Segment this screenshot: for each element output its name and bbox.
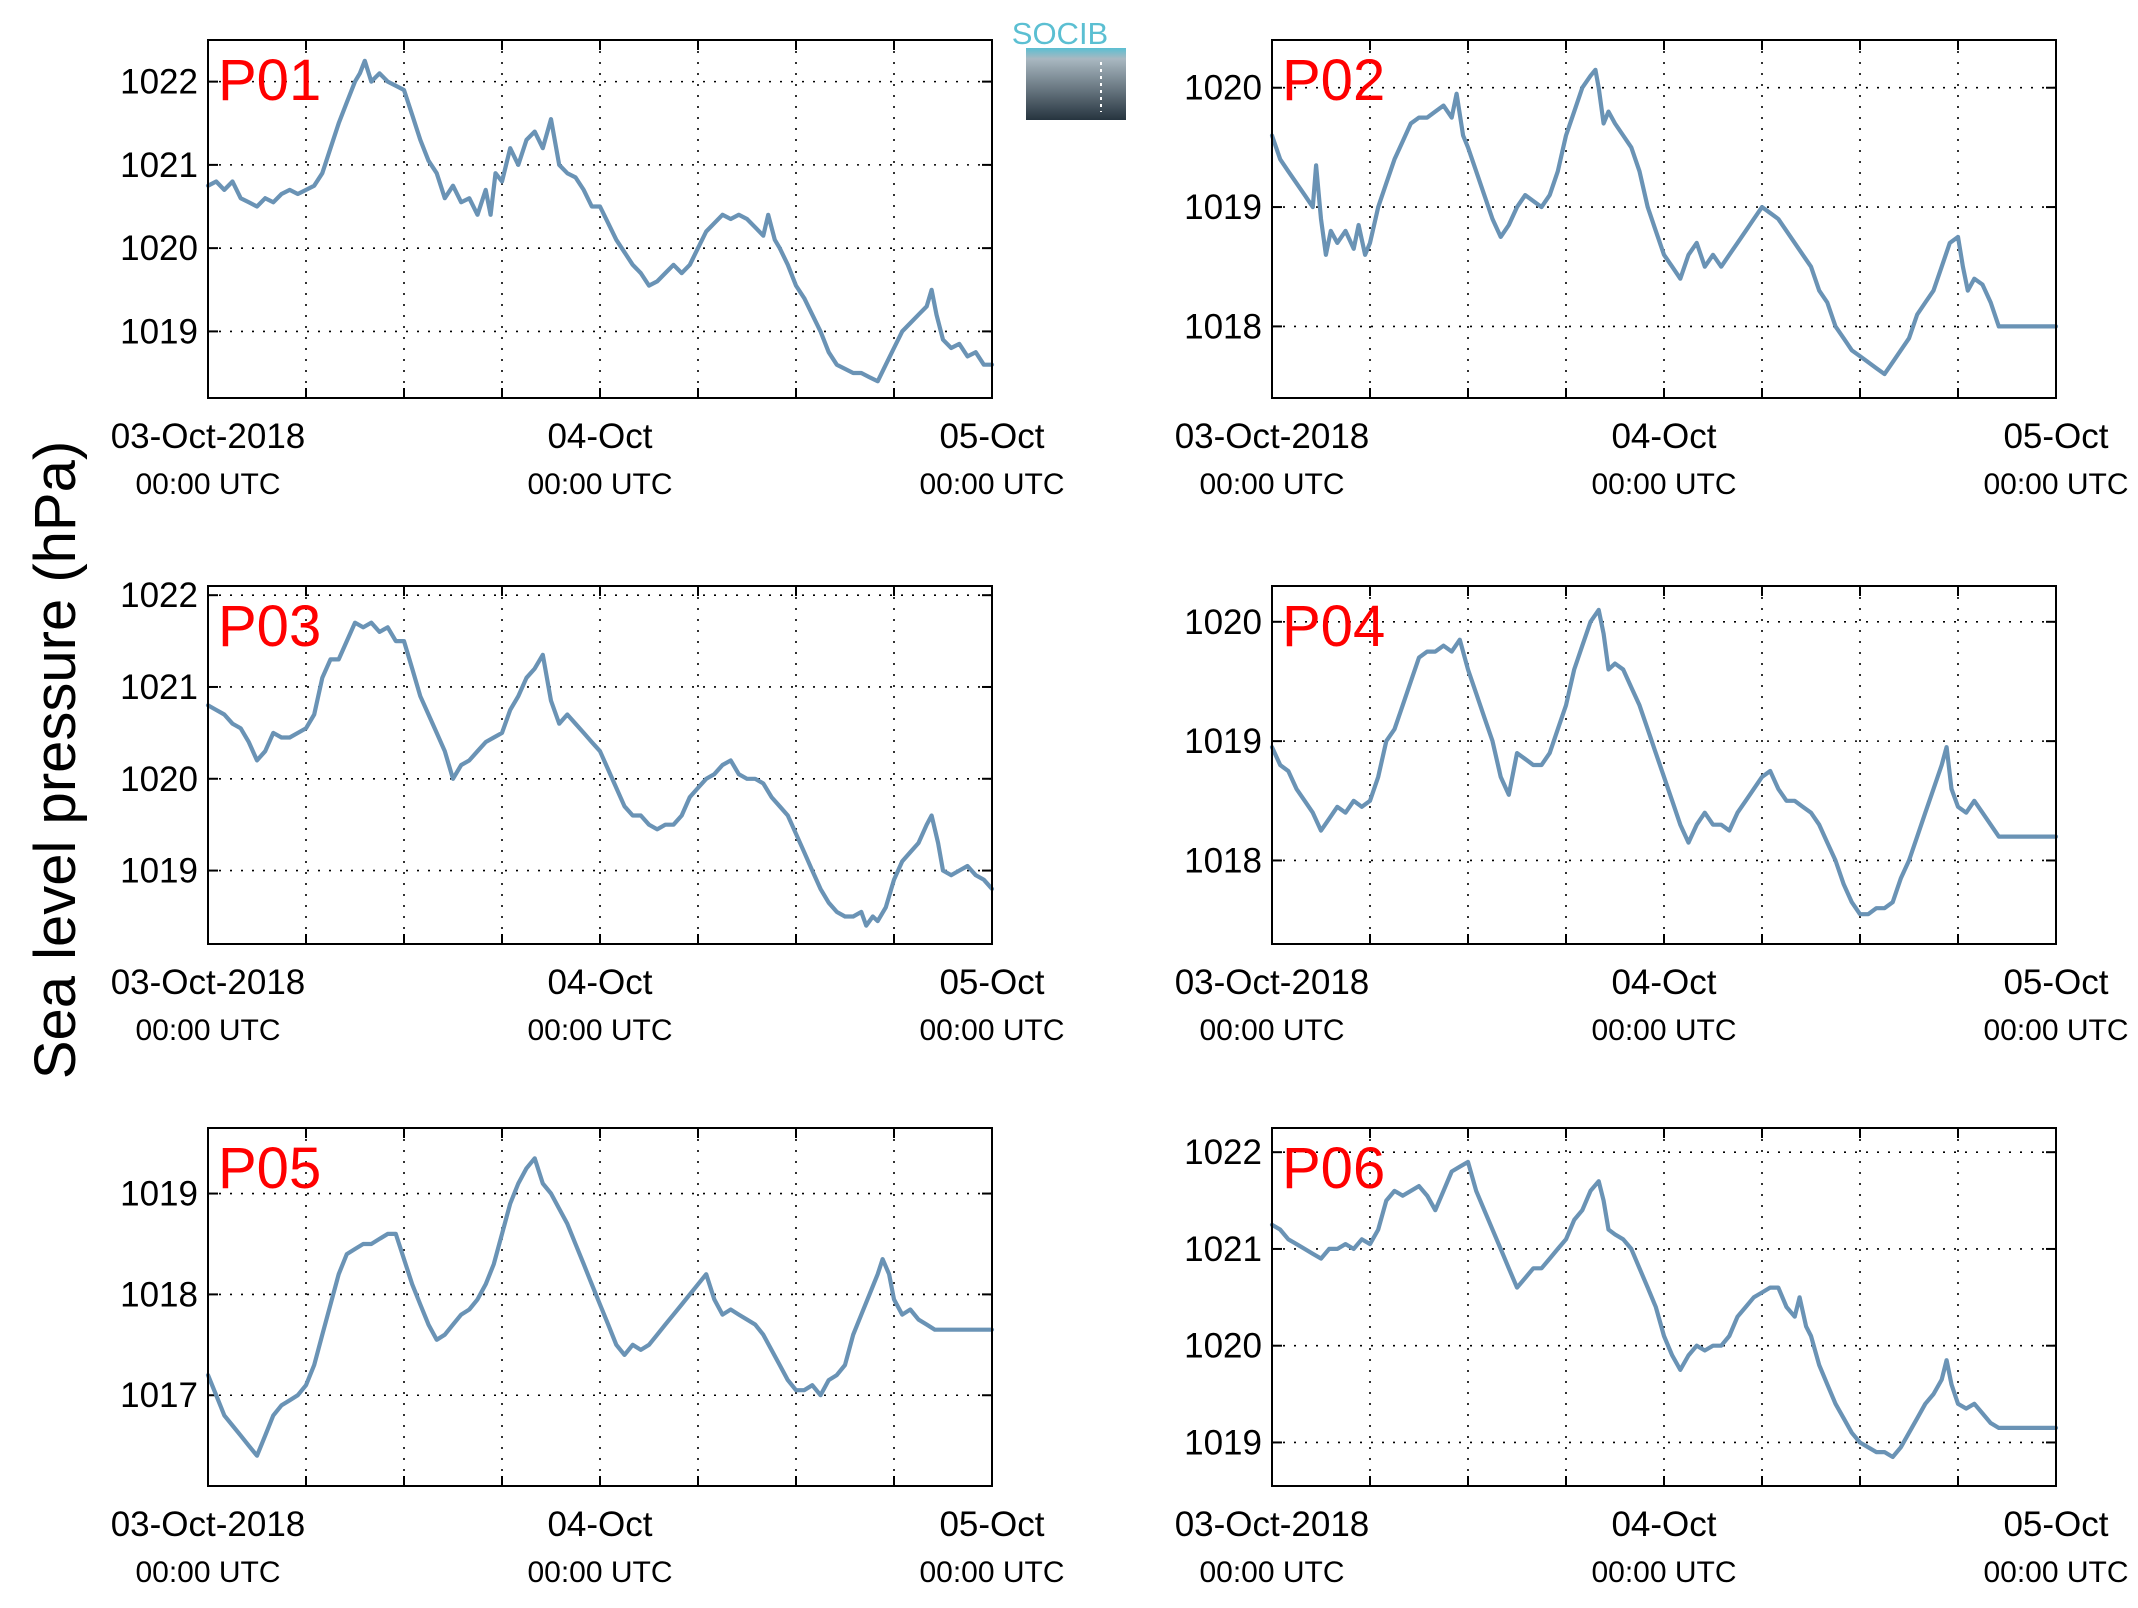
logo-block — [1026, 48, 1126, 120]
chart-panel-p06: 1019 1020 1021 1022 03-Oct-2018 00:00 UTC 04-O… — [1175, 1127, 2129, 1589]
x-tick-sublabel: 00:00 UTC — [1983, 1556, 2128, 1589]
x-tick-sublabel: 00:00 UTC — [1199, 468, 1344, 501]
x-tick-sublabel: 00:00 UTC — [919, 468, 1064, 501]
panel-label: P03 — [218, 594, 321, 659]
y-tick-label: 1019 — [1184, 1423, 1262, 1462]
y-tick-label: 1019 — [120, 852, 198, 891]
y-tick-label: 1020 — [120, 229, 198, 268]
x-tick-label: 03-Oct-2018 — [1175, 963, 1370, 1002]
logo-text: SOCIB — [1012, 16, 1108, 51]
panel-label: P01 — [218, 48, 321, 113]
x-tick-sublabel: 00:00 UTC — [1591, 1556, 1736, 1589]
x-tick-label: 05-Oct — [2003, 1505, 2108, 1544]
y-tick-label: 1021 — [1184, 1230, 1262, 1269]
x-tick-label: 05-Oct — [2003, 963, 2108, 1002]
x-tick-sublabel: 00:00 UTC — [527, 1556, 672, 1589]
series-line — [1269, 67, 2059, 377]
y-tick-label: 1018 — [1184, 841, 1262, 880]
x-tick-label: 03-Oct-2018 — [111, 417, 306, 456]
chart-panel-p01: 1019 1020 1021 1022 03-Oct-2018 00:00 UTC 04-O… — [111, 39, 1065, 501]
x-tick-label: 03-Oct-2018 — [1175, 417, 1370, 456]
y-tick-label: 1020 — [1184, 603, 1262, 642]
chart-panel-p02: 1018 1019 1020 03-Oct-2018 00:00 UTC 04-Oct 00… — [1175, 39, 2129, 501]
x-tick-label: 05-Oct — [2003, 417, 2108, 456]
x-tick-label: 04-Oct — [547, 963, 652, 1002]
series-line — [1269, 607, 2059, 917]
y-tick-label: 1018 — [120, 1275, 198, 1314]
x-tick-sublabel: 00:00 UTC — [135, 468, 280, 501]
panels-container: 1019 1020 1021 1022 03-Oct-2018 00:00 UTC 04-O… — [111, 39, 2129, 1589]
y-tick-label: 1019 — [120, 312, 198, 351]
panel-label: P06 — [1282, 1136, 1385, 1201]
y-axis-label: Sea level pressure (hPa) — [23, 441, 88, 1079]
series-line — [205, 620, 995, 928]
x-tick-sublabel: 00:00 UTC — [1983, 1014, 2128, 1047]
x-tick-label: 03-Oct-2018 — [111, 963, 306, 1002]
axes-frame — [1271, 39, 2057, 399]
chart-panel-p04: 1018 1019 1020 03-Oct-2018 00:00 UTC 04-Oct 00… — [1175, 585, 2129, 1047]
axes-frame — [207, 1127, 993, 1487]
x-tick-label: 04-Oct — [1611, 417, 1716, 456]
x-tick-sublabel: 00:00 UTC — [527, 468, 672, 501]
x-tick-label: 04-Oct — [547, 417, 652, 456]
x-tick-sublabel: 00:00 UTC — [1591, 1014, 1736, 1047]
x-tick-sublabel: 00:00 UTC — [1591, 468, 1736, 501]
x-tick-sublabel: 00:00 UTC — [135, 1014, 280, 1047]
x-tick-sublabel: 00:00 UTC — [527, 1014, 672, 1047]
x-tick-sublabel: 00:00 UTC — [919, 1556, 1064, 1589]
x-tick-label: 05-Oct — [939, 963, 1044, 1002]
y-tick-label: 1022 — [120, 63, 198, 102]
x-tick-label: 04-Oct — [547, 1505, 652, 1544]
series-line — [205, 1156, 995, 1458]
y-tick-label: 1022 — [1184, 1133, 1262, 1172]
x-tick-label: 05-Oct — [939, 417, 1044, 456]
x-tick-label: 04-Oct — [1611, 1505, 1716, 1544]
y-tick-label: 1020 — [1184, 69, 1262, 108]
y-tick-label: 1021 — [120, 146, 198, 185]
x-tick-sublabel: 00:00 UTC — [919, 1014, 1064, 1047]
x-tick-sublabel: 00:00 UTC — [1983, 468, 2128, 501]
y-tick-label: 1020 — [120, 760, 198, 799]
y-tick-label: 1019 — [1184, 188, 1262, 227]
x-tick-sublabel: 00:00 UTC — [1199, 1556, 1344, 1589]
x-tick-sublabel: 00:00 UTC — [1199, 1014, 1344, 1047]
x-tick-label: 03-Oct-2018 — [1175, 1505, 1370, 1544]
axes-frame — [1271, 585, 2057, 945]
axes-frame — [207, 585, 993, 945]
chart-panel-p05: 1017 1018 1019 03-Oct-2018 00:00 UTC 04-Oct 00… — [111, 1127, 1065, 1589]
panel-label: P02 — [1282, 48, 1385, 113]
y-tick-label: 1017 — [120, 1376, 198, 1415]
y-tick-label: 1021 — [120, 668, 198, 707]
x-tick-label: 05-Oct — [939, 1505, 1044, 1544]
y-tick-label: 1019 — [1184, 722, 1262, 761]
y-tick-label: 1022 — [120, 576, 198, 615]
series-line — [1269, 1159, 2059, 1460]
x-tick-label: 03-Oct-2018 — [111, 1505, 306, 1544]
axes-frame — [1271, 1127, 2057, 1487]
x-tick-sublabel: 00:00 UTC — [135, 1556, 280, 1589]
y-tick-label: 1019 — [120, 1175, 198, 1214]
chart-panel-p03: 1019 1020 1021 1022 03-Oct-2018 00:00 UTC 04-O… — [111, 576, 1065, 1047]
socib-logo: SOCIB — [1012, 16, 1126, 120]
y-tick-label: 1018 — [1184, 307, 1262, 346]
x-tick-label: 04-Oct — [1611, 963, 1716, 1002]
axes-frame — [207, 39, 993, 399]
series-line — [205, 58, 995, 384]
y-tick-label: 1020 — [1184, 1327, 1262, 1366]
panel-label: P05 — [218, 1136, 321, 1201]
panel-label: P04 — [1282, 594, 1385, 659]
